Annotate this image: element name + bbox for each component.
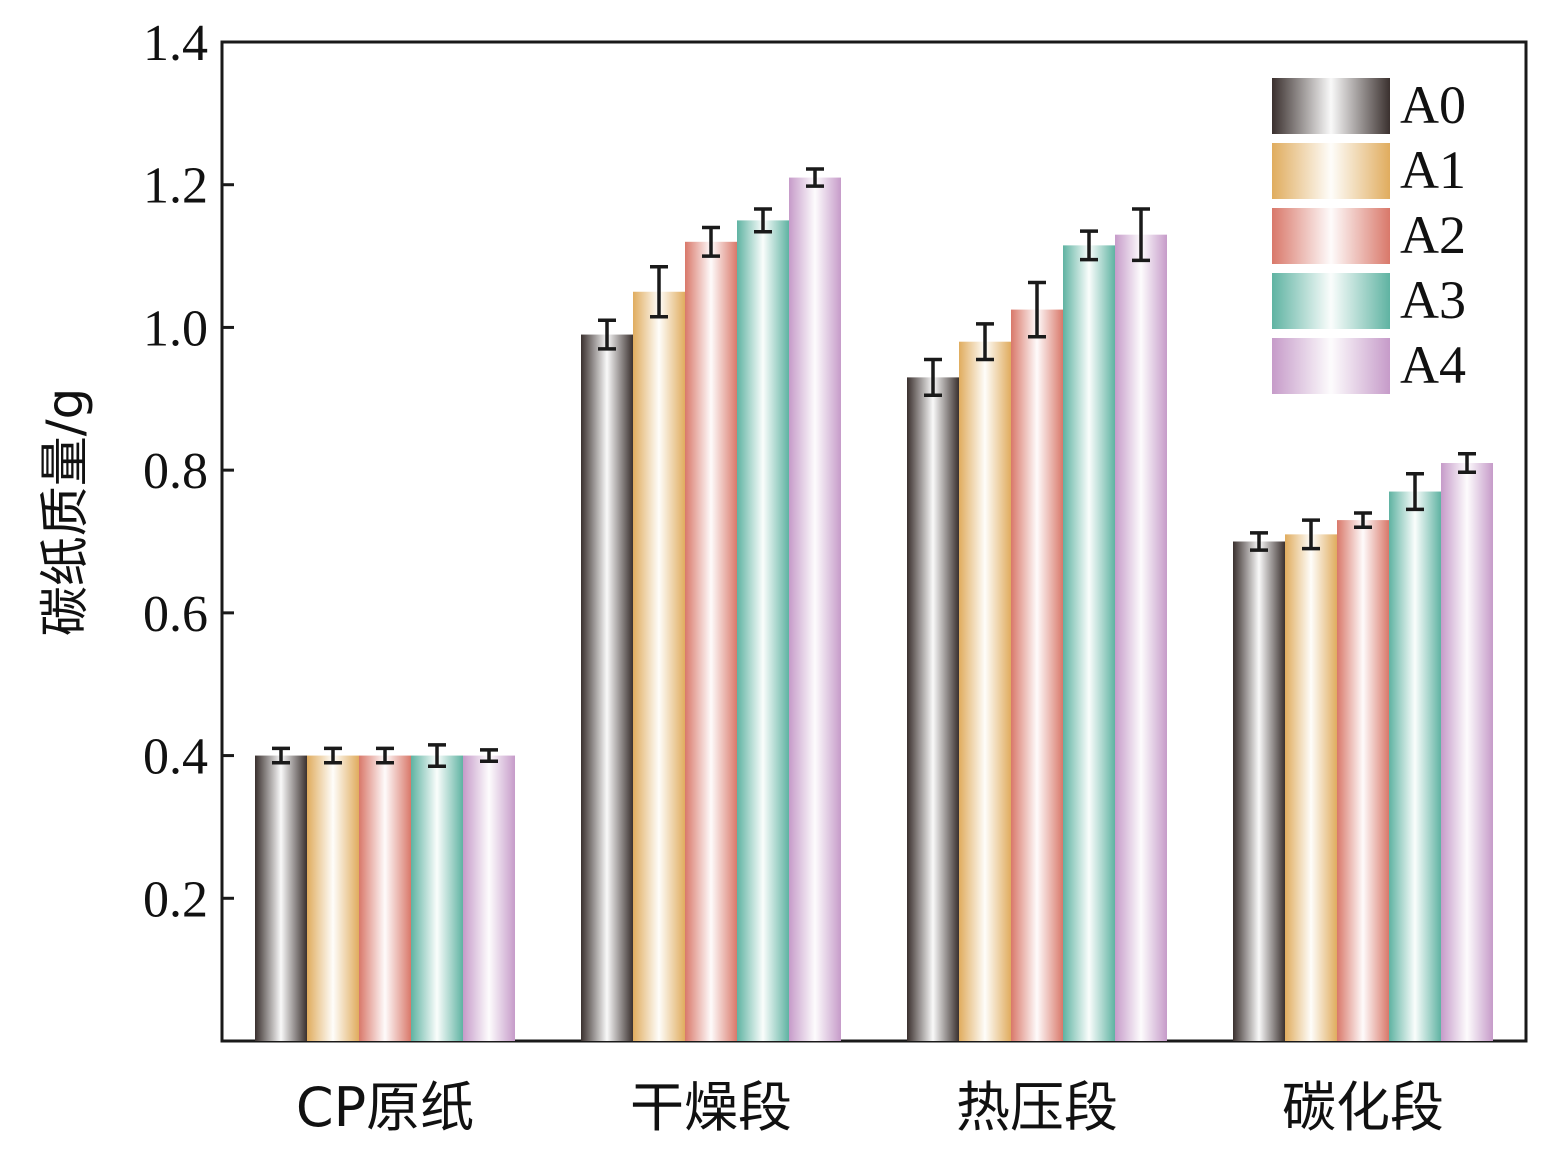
legend-label-A2: A2: [1400, 205, 1466, 265]
bar-A1: [1285, 534, 1337, 1041]
error-bar: [376, 746, 394, 765]
error-bar: [1250, 531, 1268, 552]
x-category-label: 热压段: [956, 1076, 1118, 1139]
bar-A1: [633, 291, 685, 1041]
y-tick-label: 0.6: [143, 586, 208, 643]
error-bar: [924, 357, 942, 397]
error-bar: [754, 207, 772, 234]
plot-frame: [220, 40, 1528, 1043]
legend-swatch-A2: [1272, 208, 1390, 264]
y-tick-label: 0.4: [143, 729, 208, 786]
error-bar: [1132, 207, 1150, 263]
bar-A3: [411, 755, 463, 1041]
y-tick-label: 1.4: [143, 15, 208, 72]
y-axis: 0.2 0.4 0.6 0.8 1.0 1.2 1.4: [143, 15, 234, 928]
y-tick-label: 1.0: [143, 300, 208, 357]
bar-A3: [1389, 491, 1441, 1041]
legend-swatch-A1: [1272, 143, 1390, 199]
bar-A2: [1337, 520, 1389, 1041]
error-bar: [702, 225, 720, 258]
error-bar: [480, 748, 498, 764]
y-tick-label: 0.8: [143, 443, 208, 500]
legend-label-A3: A3: [1400, 270, 1466, 330]
y-tick-label: 1.2: [143, 158, 208, 215]
x-category-label: 碳化段: [1282, 1076, 1444, 1139]
legend-label-A1: A1: [1400, 140, 1466, 200]
error-bar: [428, 743, 446, 769]
bar-A0: [907, 377, 959, 1042]
bar-A4: [1115, 234, 1167, 1041]
legend-swatch-A3: [1272, 273, 1390, 329]
legend-label-A4: A4: [1400, 335, 1466, 395]
bar-A3: [1063, 245, 1115, 1041]
error-bar: [976, 322, 994, 362]
y-tick-label: 0.2: [143, 871, 208, 928]
error-bar: [1354, 511, 1372, 529]
bar-A4: [1441, 463, 1493, 1041]
bar-A3: [737, 220, 789, 1042]
error-bar: [1080, 229, 1098, 262]
error-bar: [598, 318, 616, 351]
error-bar: [1458, 451, 1476, 475]
x-category-label: CP原纸: [296, 1076, 474, 1139]
legend-label-A0: A0: [1400, 75, 1466, 135]
error-bar: [324, 746, 342, 765]
x-axis: CP原纸 干燥段 热压段 碳化段: [296, 1017, 1444, 1139]
bar-A1: [307, 755, 359, 1041]
bars-layer: [255, 177, 1493, 1042]
error-bars-layer: [272, 167, 1476, 769]
error-bar: [272, 746, 290, 765]
bar-A4: [463, 755, 515, 1041]
error-bar: [806, 167, 824, 188]
bar-A1: [959, 341, 1011, 1041]
error-bar: [1302, 518, 1320, 551]
x-category-label: 干燥段: [630, 1076, 792, 1139]
legend-swatch-A4: [1272, 338, 1390, 394]
error-bar: [1406, 471, 1424, 512]
bar-A0: [1233, 541, 1285, 1041]
error-bar: [650, 265, 668, 319]
bar-A0: [255, 755, 307, 1041]
y-axis-title: 碳纸质量/g: [36, 388, 94, 637]
bar-A0: [581, 334, 633, 1041]
bar-A4: [789, 177, 841, 1042]
bar-A2: [359, 755, 411, 1041]
bar-A2: [1011, 309, 1063, 1041]
bar-A2: [685, 241, 737, 1042]
legend-swatch-A0: [1272, 78, 1390, 134]
error-bar: [1028, 280, 1046, 339]
